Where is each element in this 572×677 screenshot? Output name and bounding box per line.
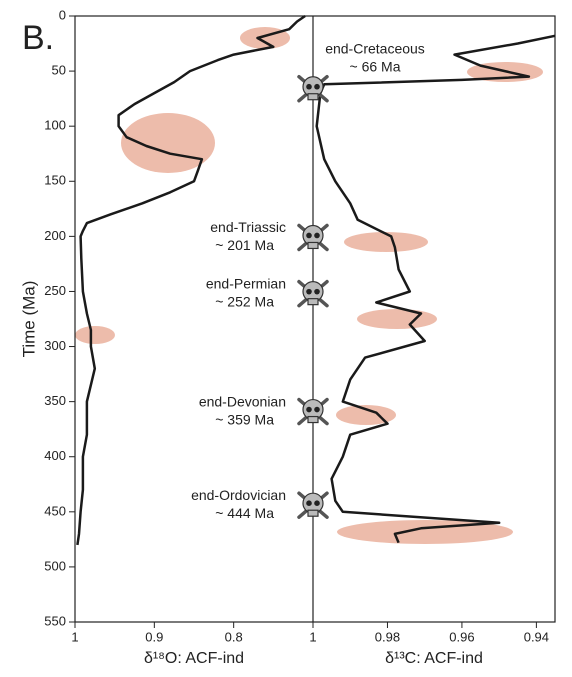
- skull-jaw: [307, 298, 319, 306]
- skull-eye: [306, 500, 312, 507]
- skull-marker: [297, 279, 329, 308]
- x-tick-label: 1: [71, 629, 78, 644]
- skull-eye: [314, 406, 320, 413]
- panel-label: B.: [22, 19, 54, 57]
- event-name: end-Cretaceous: [325, 41, 425, 57]
- data-line: [315, 34, 556, 544]
- y-tick-label: 450: [44, 503, 66, 518]
- skull-jaw: [307, 93, 319, 101]
- data-line: [76, 14, 306, 546]
- skull-marker: [297, 491, 329, 519]
- plot-frame: [74, 15, 556, 623]
- x-axis-label: δ¹⁸O: ACF-ind: [144, 650, 244, 667]
- y-tick-label: 200: [44, 228, 66, 243]
- x-tick-label: 0.96: [449, 629, 474, 644]
- skull-marker: [297, 74, 329, 103]
- skull-jaw: [307, 415, 319, 424]
- y-tick-label: 400: [44, 448, 66, 463]
- skull-marker: [297, 397, 329, 426]
- highlight: [336, 405, 396, 425]
- skull-eye: [306, 232, 312, 239]
- y-tick-label: 350: [44, 393, 66, 408]
- x-tick-label: 0.8: [225, 629, 243, 644]
- y-tick-label: 500: [44, 558, 66, 573]
- skull-eye: [314, 232, 320, 239]
- skull-eye: [314, 288, 320, 295]
- skull-jaw: [307, 241, 319, 250]
- y-tick-label: 50: [52, 63, 66, 78]
- skull-eye: [314, 500, 320, 507]
- x-tick-label: 0.94: [524, 629, 549, 644]
- event-name: end-Triassic: [210, 219, 286, 235]
- event-age: ~ 66 Ma: [350, 59, 401, 75]
- highlight: [344, 232, 428, 252]
- event-name: end-Devonian: [199, 393, 286, 409]
- skull-jaw: [307, 509, 319, 517]
- skull-eye: [314, 83, 320, 90]
- y-tick-label: 100: [44, 118, 66, 133]
- x-tick-label: 0.98: [375, 629, 400, 644]
- y-axis-label: Time (Ma): [19, 281, 38, 358]
- x-tick-label: 0.9: [145, 629, 163, 644]
- event-name: end-Ordovician: [191, 487, 286, 503]
- y-tick-label: 150: [44, 173, 66, 188]
- highlight: [75, 326, 115, 344]
- skull-marker: [297, 223, 329, 252]
- event-age: ~ 252 Ma: [215, 293, 274, 309]
- y-tick-label: 300: [44, 338, 66, 353]
- skull-eye: [306, 288, 312, 295]
- event-age: ~ 201 Ma: [215, 237, 274, 253]
- x-tick-label: 1: [309, 629, 316, 644]
- x-axis-label: δ¹³C: ACF-ind: [385, 650, 483, 667]
- event-name: end-Permian: [206, 275, 286, 291]
- y-tick-label: 550: [44, 613, 66, 628]
- y-tick-label: 250: [44, 283, 66, 298]
- highlight: [357, 309, 437, 329]
- event-age: ~ 359 Ma: [215, 411, 274, 427]
- event-age: ~ 444 Ma: [215, 505, 274, 521]
- skull-eye: [306, 83, 312, 90]
- skull-eye: [306, 406, 312, 413]
- y-tick-label: 0: [59, 7, 66, 22]
